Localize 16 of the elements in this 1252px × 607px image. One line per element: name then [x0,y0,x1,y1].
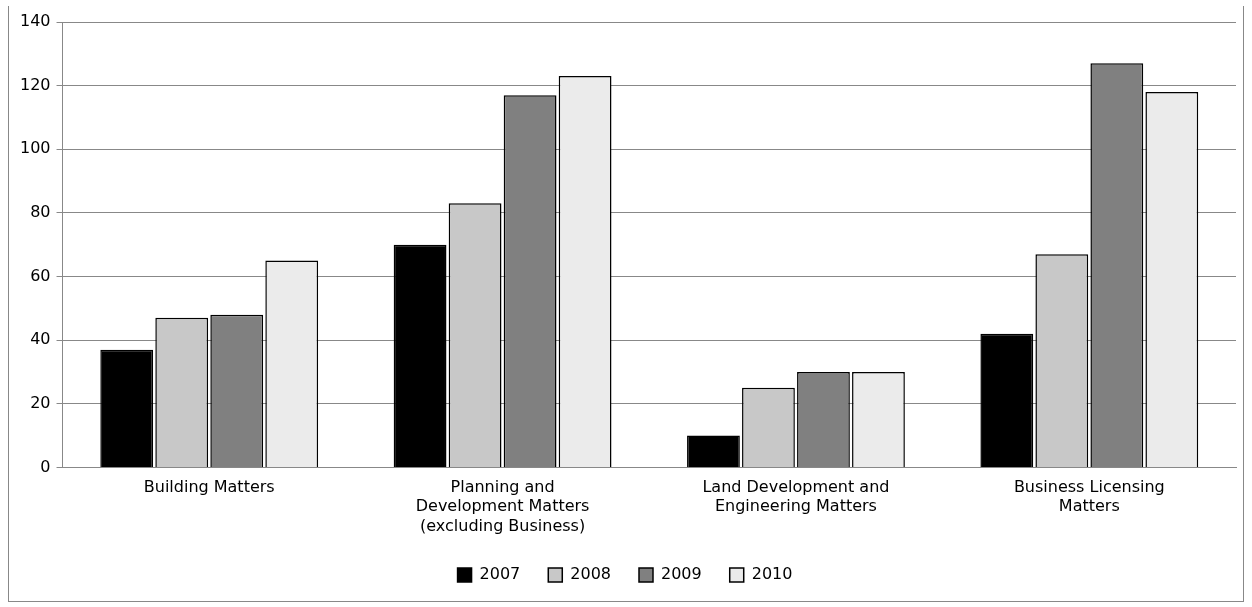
legend-label: 2009 [661,564,702,584]
x-tick-label: Planning and Development Matters (excluding Business) [415,477,590,535]
y-tick-label: 80 [30,202,51,222]
x-tick-label: Building Matters [143,477,275,497]
y-tick-label: 20 [30,392,51,412]
y-tick-label: 40 [30,329,51,349]
y-tick-label: 60 [30,265,51,285]
y-tick-label: 100 [19,138,51,158]
x-tick-label: Business Licensing Matters [1013,477,1165,516]
y-tick-label: 0 [40,456,51,476]
legend-label: 2010 [751,564,793,584]
y-tick-label: 140 [19,11,51,31]
x-tick-label: Land Development and Engineering Matters [702,477,890,516]
legend-label: 2007 [479,564,521,584]
y-tick-label: 120 [19,74,51,94]
legend-label: 2008 [570,564,611,584]
